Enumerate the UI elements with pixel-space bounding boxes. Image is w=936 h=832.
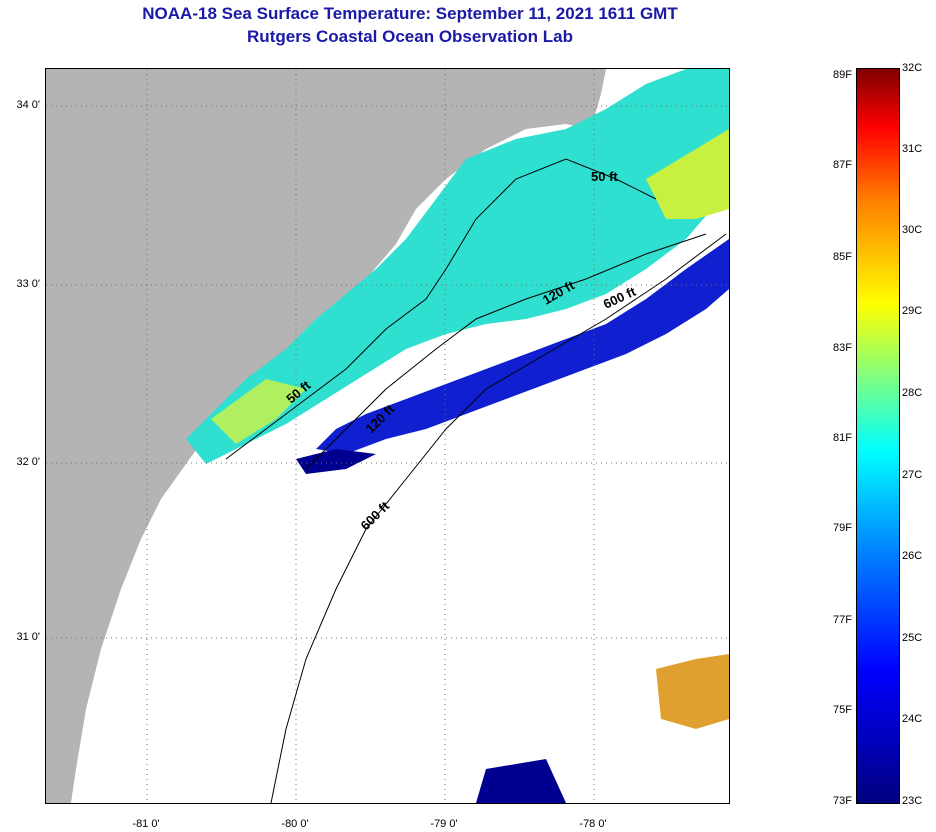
sst-se-cold <box>476 759 566 803</box>
lon-label-81: -81 0' <box>132 818 160 830</box>
map-title: NOAA-18 Sea Surface Temperature: Septemb… <box>142 4 678 23</box>
cbar-label-32c: 32C <box>902 62 923 74</box>
sst-cold-patch <box>296 449 376 474</box>
sst-map-canvas: 50 ft 120 ft 600 ft 50 ft 120 ft 600 ft <box>46 69 729 803</box>
contour-label-600ft-south: 600 ft <box>358 498 393 533</box>
cbar-label-24c: 24C <box>902 713 923 725</box>
cbar-label-23c: 23C <box>902 795 923 807</box>
cbar-label-79f: 79F <box>833 522 852 534</box>
cbar-label-27c: 27C <box>902 469 923 481</box>
depth-contours <box>225 158 727 803</box>
cbar-label-29c: 29C <box>902 305 923 317</box>
cbar-label-25c: 25C <box>902 632 923 644</box>
cbar-label-31c: 31C <box>902 143 923 155</box>
lat-label-32: 32 0' <box>16 456 40 468</box>
cbar-label-83f: 83F <box>833 342 852 354</box>
sst-band-nearshore <box>186 69 729 464</box>
sst-cold-band <box>316 239 729 454</box>
land-mass <box>46 69 606 803</box>
cbar-label-26c: 26C <box>902 550 923 562</box>
lon-label-80: -80 0' <box>281 818 309 830</box>
cbar-label-81f: 81F <box>833 432 852 444</box>
cbar-label-73f: 73F <box>833 795 852 807</box>
cbar-label-30c: 30C <box>902 224 923 236</box>
sst-warm-patch-sw <box>211 379 306 444</box>
cbar-label-28c: 28C <box>902 387 923 399</box>
cbar-label-87f: 87F <box>833 159 852 171</box>
sst-warm-patch-ne <box>646 129 729 219</box>
sst-map: 50 ft 120 ft 600 ft 50 ft 120 ft 600 ft <box>45 68 730 804</box>
lat-label-31: 31 0' <box>16 631 40 643</box>
lon-label-79: -79 0' <box>430 818 458 830</box>
lon-label-78: -78 0' <box>579 818 607 830</box>
cbar-label-75f: 75F <box>833 704 852 716</box>
temperature-colorbar <box>856 68 900 804</box>
cbar-label-85f: 85F <box>833 251 852 263</box>
contour-label-50ft-north: 50 ft <box>591 169 618 184</box>
map-subtitle: Rutgers Coastal Ocean Observation Lab <box>247 27 573 46</box>
lat-label-34: 34 0' <box>16 99 40 111</box>
sst-se-warm <box>656 654 729 729</box>
cbar-label-89f: 89F <box>833 69 852 81</box>
cbar-label-77f: 77F <box>833 614 852 626</box>
lat-label-33: 33 0' <box>16 278 40 290</box>
